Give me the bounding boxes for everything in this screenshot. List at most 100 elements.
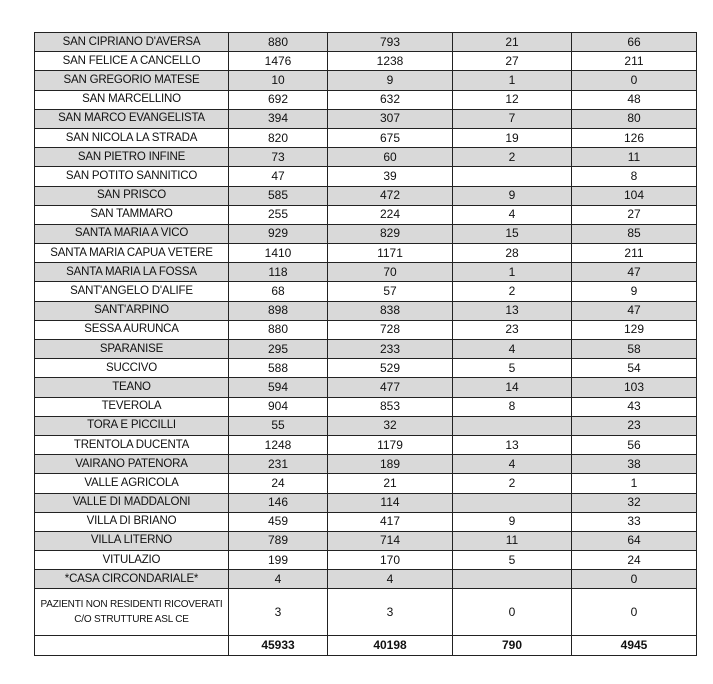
- municipality-cell: TEVEROLA: [34, 396, 229, 417]
- value-cell-4: 56: [571, 434, 697, 456]
- value-cell-1: 789: [228, 530, 328, 552]
- value-cell-4: 23: [571, 415, 697, 436]
- value-cell-2: 838: [327, 300, 453, 321]
- value-cell-2: 21: [327, 473, 453, 494]
- value-cell-2: 60: [327, 147, 453, 168]
- table-row: SANTA MARIA LA FOSSA 118 70 1 47: [34, 262, 697, 283]
- value-cell-2: 472: [327, 185, 453, 206]
- value-cell-4: 38: [571, 454, 697, 475]
- value-cell-4: 211: [571, 51, 697, 72]
- value-cell-1: 24: [228, 473, 328, 494]
- table-row: VILLA DI BRIANO 459 417 9 33: [34, 511, 697, 532]
- value-cell-4: 80: [571, 108, 697, 129]
- table-row: SAN PIETRO INFINE 73 60 2 11: [34, 147, 697, 168]
- value-cell-4: 0: [571, 588, 697, 637]
- value-cell-2: 1171: [327, 243, 453, 264]
- municipality-cell: SAN PIETRO INFINE: [34, 147, 229, 168]
- value-cell-1: 118: [228, 262, 328, 283]
- municipality-cell: SAN NICOLA LA STRADA: [34, 127, 229, 149]
- table-row: VAIRANO PATENORA 231 189 4 38: [34, 454, 697, 475]
- value-cell-4: 211: [571, 243, 697, 264]
- value-cell-4: 11: [571, 147, 697, 168]
- municipality-cell: SANTA MARIA LA FOSSA: [34, 262, 229, 283]
- table-row: VALLE AGRICOLA 24 21 2 1: [34, 473, 697, 494]
- value-cell-1: 594: [228, 377, 328, 398]
- municipality-cell: VILLA DI BRIANO: [34, 511, 229, 532]
- total-value-cell-3: 790: [452, 635, 572, 657]
- total-value-cell-2: 40198: [327, 635, 453, 657]
- municipality-cell: VALLE DI MADDALONI: [34, 492, 229, 513]
- value-cell-1: 146: [228, 492, 328, 513]
- value-cell-4: 47: [571, 262, 697, 283]
- value-cell-1: 904: [228, 396, 328, 417]
- value-cell-2: 853: [327, 396, 453, 417]
- table-row: SAN TAMMARO 255 224 4 27: [34, 204, 697, 225]
- value-cell-2: 477: [327, 377, 453, 398]
- value-cell-3: 21: [452, 31, 572, 53]
- municipality-cell: SAN CIPRIANO D'AVERSA: [34, 31, 229, 53]
- table-row: PAZIENTI NON RESIDENTI RICOVERATI C/O ST…: [34, 588, 697, 637]
- table-row: TRENTOLA DUCENTA 1248 1179 13 56: [34, 434, 697, 456]
- value-cell-1: 588: [228, 358, 328, 379]
- value-cell-4: 48: [571, 89, 697, 110]
- table-row: SAN GREGORIO MATESE 10 9 1 0: [34, 70, 697, 91]
- value-cell-1: 73: [228, 147, 328, 168]
- value-cell-2: 793: [327, 31, 453, 53]
- table-row: SANTA MARIA CAPUA VETERE 1410 1171 28 211: [34, 243, 697, 264]
- value-cell-2: 170: [327, 550, 453, 571]
- value-cell-2: 70: [327, 262, 453, 283]
- municipality-cell: SAN MARCELLINO: [34, 89, 229, 110]
- value-cell-4: 85: [571, 223, 697, 245]
- table-row: VILLA LITERNO 789 714 11 64: [34, 530, 697, 552]
- value-cell-2: 529: [327, 358, 453, 379]
- municipality-cell: PAZIENTI NON RESIDENTI RICOVERATI C/O ST…: [34, 588, 229, 637]
- value-cell-3: 2: [452, 147, 572, 168]
- municipality-cell: TEANO: [34, 377, 229, 398]
- value-cell-3: 7: [452, 108, 572, 129]
- value-cell-1: 394: [228, 108, 328, 129]
- table-row: SANTA MARIA A VICO 929 829 15 85: [34, 223, 697, 245]
- value-cell-1: 585: [228, 185, 328, 206]
- municipality-cell: VALLE AGRICOLA: [34, 473, 229, 494]
- table-row: SAN NICOLA LA STRADA 820 675 19 126: [34, 127, 697, 149]
- value-cell-1: 1248: [228, 434, 328, 456]
- municipality-cell: TRENTOLA DUCENTA: [34, 434, 229, 456]
- table-row: SAN CIPRIANO D'AVERSA 880 793 21 66: [34, 31, 697, 53]
- value-cell-4: 8: [571, 166, 697, 187]
- municipality-cell: VITULAZIO: [34, 550, 229, 571]
- value-cell-2: 57: [327, 281, 453, 302]
- value-cell-4: 54: [571, 358, 697, 379]
- value-cell-2: 233: [327, 338, 453, 360]
- value-cell-3: 15: [452, 223, 572, 245]
- value-cell-1: 459: [228, 511, 328, 532]
- table-body: SAN CIPRIANO D'AVERSA 880 793 21 66 SAN FELIC…: [34, 31, 697, 657]
- value-cell-3: 27: [452, 51, 572, 72]
- value-cell-1: 55: [228, 415, 328, 436]
- value-cell-2: 32: [327, 415, 453, 436]
- table-row: VITULAZIO 199 170 5 24: [34, 550, 697, 571]
- value-cell-1: 295: [228, 338, 328, 360]
- municipality-cell: SANT'ARPINO: [34, 300, 229, 321]
- value-cell-3: 9: [452, 185, 572, 206]
- value-cell-2: 4: [327, 569, 453, 590]
- total-value-cell-4: 4945: [571, 635, 697, 657]
- value-cell-4: 0: [571, 70, 697, 91]
- table-row: SAN PRISCO 585 472 9 104: [34, 185, 697, 206]
- municipality-data-table: SAN CIPRIANO D'AVERSA 880 793 21 66 SAN FELIC…: [34, 31, 697, 657]
- table-row: TEANO 594 477 14 103: [34, 377, 697, 398]
- value-cell-2: 1238: [327, 51, 453, 72]
- value-cell-1: 692: [228, 89, 328, 110]
- value-cell-4: 9: [571, 281, 697, 302]
- value-cell-2: 728: [327, 319, 453, 341]
- value-cell-1: 10: [228, 70, 328, 91]
- table-row: SAN MARCELLINO 692 632 12 48: [34, 89, 697, 110]
- value-cell-4: 43: [571, 396, 697, 417]
- table-row: SAN FELICE A CANCELLO 1476 1238 27 211: [34, 51, 697, 72]
- table-row: SAN POTITO SANNITICO 47 39 8: [34, 166, 697, 187]
- value-cell-2: 1179: [327, 434, 453, 456]
- value-cell-2: 39: [327, 166, 453, 187]
- value-cell-1: 1476: [228, 51, 328, 72]
- value-cell-3: 4: [452, 454, 572, 475]
- municipality-cell: *CASA CIRCONDARIALE*: [34, 569, 229, 590]
- value-cell-2: 114: [327, 492, 453, 513]
